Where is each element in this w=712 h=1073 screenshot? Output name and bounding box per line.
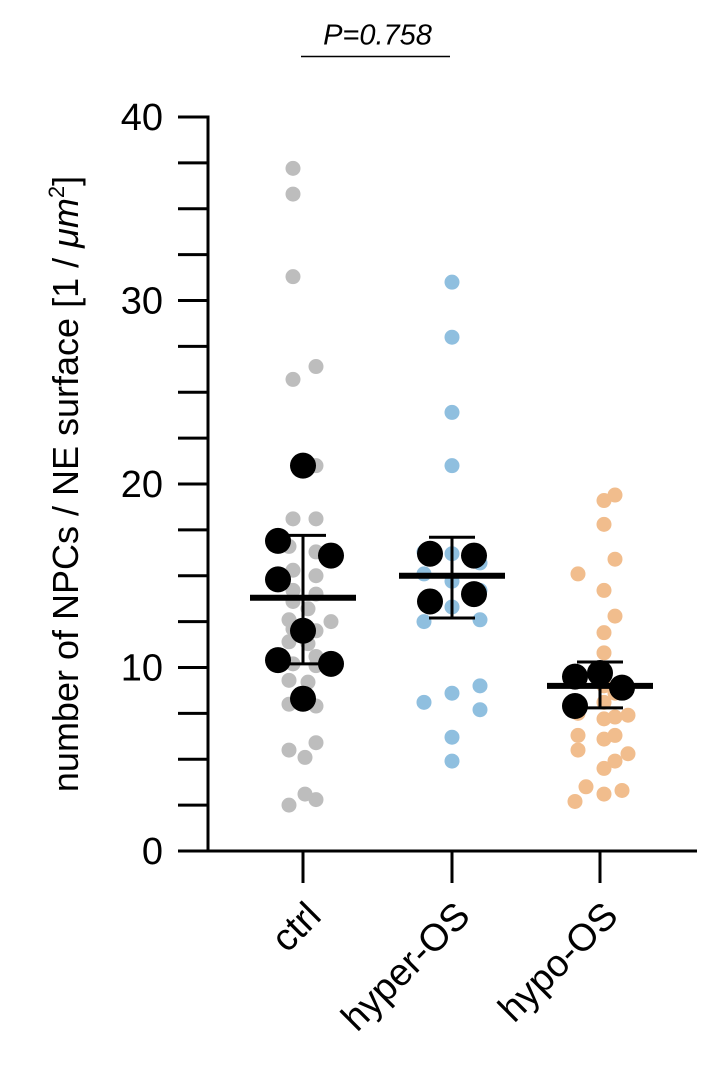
data-point-hypo-OS <box>607 608 623 624</box>
data-point-ctrl <box>285 186 301 202</box>
data-point-ctrl <box>281 797 297 813</box>
y-axis-label-close: ] <box>45 176 86 186</box>
data-point-ctrl <box>285 511 301 527</box>
data-point-hypo-OS <box>596 582 612 598</box>
y-tick-label: 20 <box>121 464 163 506</box>
x-category-label: ctrl <box>264 895 330 961</box>
replicate-mean-ctrl <box>290 452 316 479</box>
data-point-ctrl <box>297 749 313 765</box>
data-point-hyper-OS <box>472 702 488 718</box>
data-point-hypo-OS <box>578 779 594 795</box>
data-point-ctrl <box>297 786 313 802</box>
data-point-hyper-OS <box>444 329 460 345</box>
data-point-hypo-OS <box>570 742 586 758</box>
data-point-hyper-OS <box>444 274 460 290</box>
replicate-mean-ctrl <box>318 542 344 569</box>
data-point-hypo-OS <box>596 625 612 641</box>
replicate-mean-ctrl <box>265 647 291 674</box>
data-point-ctrl <box>285 160 301 176</box>
data-point-hypo-OS <box>570 566 586 582</box>
data-point-hypo-OS <box>620 746 636 762</box>
data-point-ctrl <box>281 672 297 688</box>
data-point-hypo-OS <box>607 727 623 743</box>
category-labels: ctrl hyper-OS hypo-OS <box>264 895 627 1040</box>
y-tick-label: 0 <box>142 831 163 873</box>
data-point-hyper-OS <box>416 694 432 710</box>
data-point-hypo-OS <box>596 645 612 661</box>
significance-label: P=0.758 <box>323 19 432 51</box>
replicate-mean-hypo-OS <box>609 674 635 701</box>
data-point-hyper-OS <box>416 614 432 630</box>
data-point-hyper-OS <box>472 678 488 694</box>
data-point-ctrl <box>308 735 324 751</box>
replicate-mean-ctrl <box>265 566 291 593</box>
data-point-hypo-OS <box>567 793 583 809</box>
data-point-hypo-OS <box>620 707 636 723</box>
data-point-hypo-OS <box>607 551 623 567</box>
data-point-hypo-OS <box>596 786 612 802</box>
y-axis-label-unit: μm <box>45 198 86 249</box>
replicate-mean-hypo-OS <box>587 660 613 687</box>
data-point-hypo-OS <box>570 727 586 743</box>
y-axis-label-group: number of NPCs / NE surface [1 / μm2] <box>44 176 86 792</box>
replicate-mean-hyper-OS <box>461 542 487 569</box>
data-point-ctrl <box>308 511 324 527</box>
data-point-ctrl <box>285 269 301 285</box>
data-point-hypo-OS <box>596 711 612 727</box>
data-point-ctrl <box>308 359 324 375</box>
replicate-mean-hyper-OS <box>417 588 443 615</box>
data-point-hypo-OS <box>596 516 612 532</box>
replicate-mean-hyper-OS <box>461 581 487 608</box>
y-axis-label: number of NPCs / NE surface [1 / μm2] <box>44 176 86 792</box>
y-axis-label-exponent: 2 <box>44 186 69 198</box>
data-point-hyper-OS <box>444 729 460 745</box>
replicate-mean-ctrl <box>290 685 316 712</box>
y-axis-label-main: number of NPCs / NE surface [1 / <box>45 248 86 792</box>
data-point-hyper-OS <box>444 458 460 474</box>
replicate-mean-hyper-OS <box>417 540 443 567</box>
y-tick-label: 40 <box>121 97 163 139</box>
y-tick-label: 30 <box>121 281 163 323</box>
significance-brackets: P=0.758P=0.065 <box>301 19 450 58</box>
data-point-hypo-OS <box>607 753 623 769</box>
replicate-mean-hypo-OS <box>562 663 588 690</box>
replicate-mean-ctrl <box>265 527 291 554</box>
replicate-mean-hypo-OS <box>562 693 588 720</box>
data-point-ctrl <box>281 742 297 758</box>
data-point-hypo-OS <box>614 782 630 798</box>
data-point-ctrl <box>285 371 301 387</box>
data-point-hyper-OS <box>444 404 460 420</box>
data-point-hyper-OS <box>444 753 460 769</box>
y-tick-label: 10 <box>121 648 163 690</box>
data-point-hypo-OS <box>596 760 612 776</box>
data-point-ctrl <box>285 582 301 598</box>
data-point-hyper-OS <box>472 612 488 628</box>
x-category-label: hypo-OS <box>491 895 627 1031</box>
x-category-label: hyper-OS <box>334 895 479 1040</box>
data-point-hyper-OS <box>444 685 460 701</box>
data-point-hypo-OS <box>596 493 612 509</box>
replicate-mean-ctrl <box>290 617 316 644</box>
data-point-ctrl <box>323 614 339 630</box>
axes: 0 10 20 30 40 <box>121 97 697 883</box>
replicate-means <box>265 452 635 720</box>
replicate-mean-ctrl <box>318 650 344 677</box>
data-point-ctrl <box>308 568 324 584</box>
